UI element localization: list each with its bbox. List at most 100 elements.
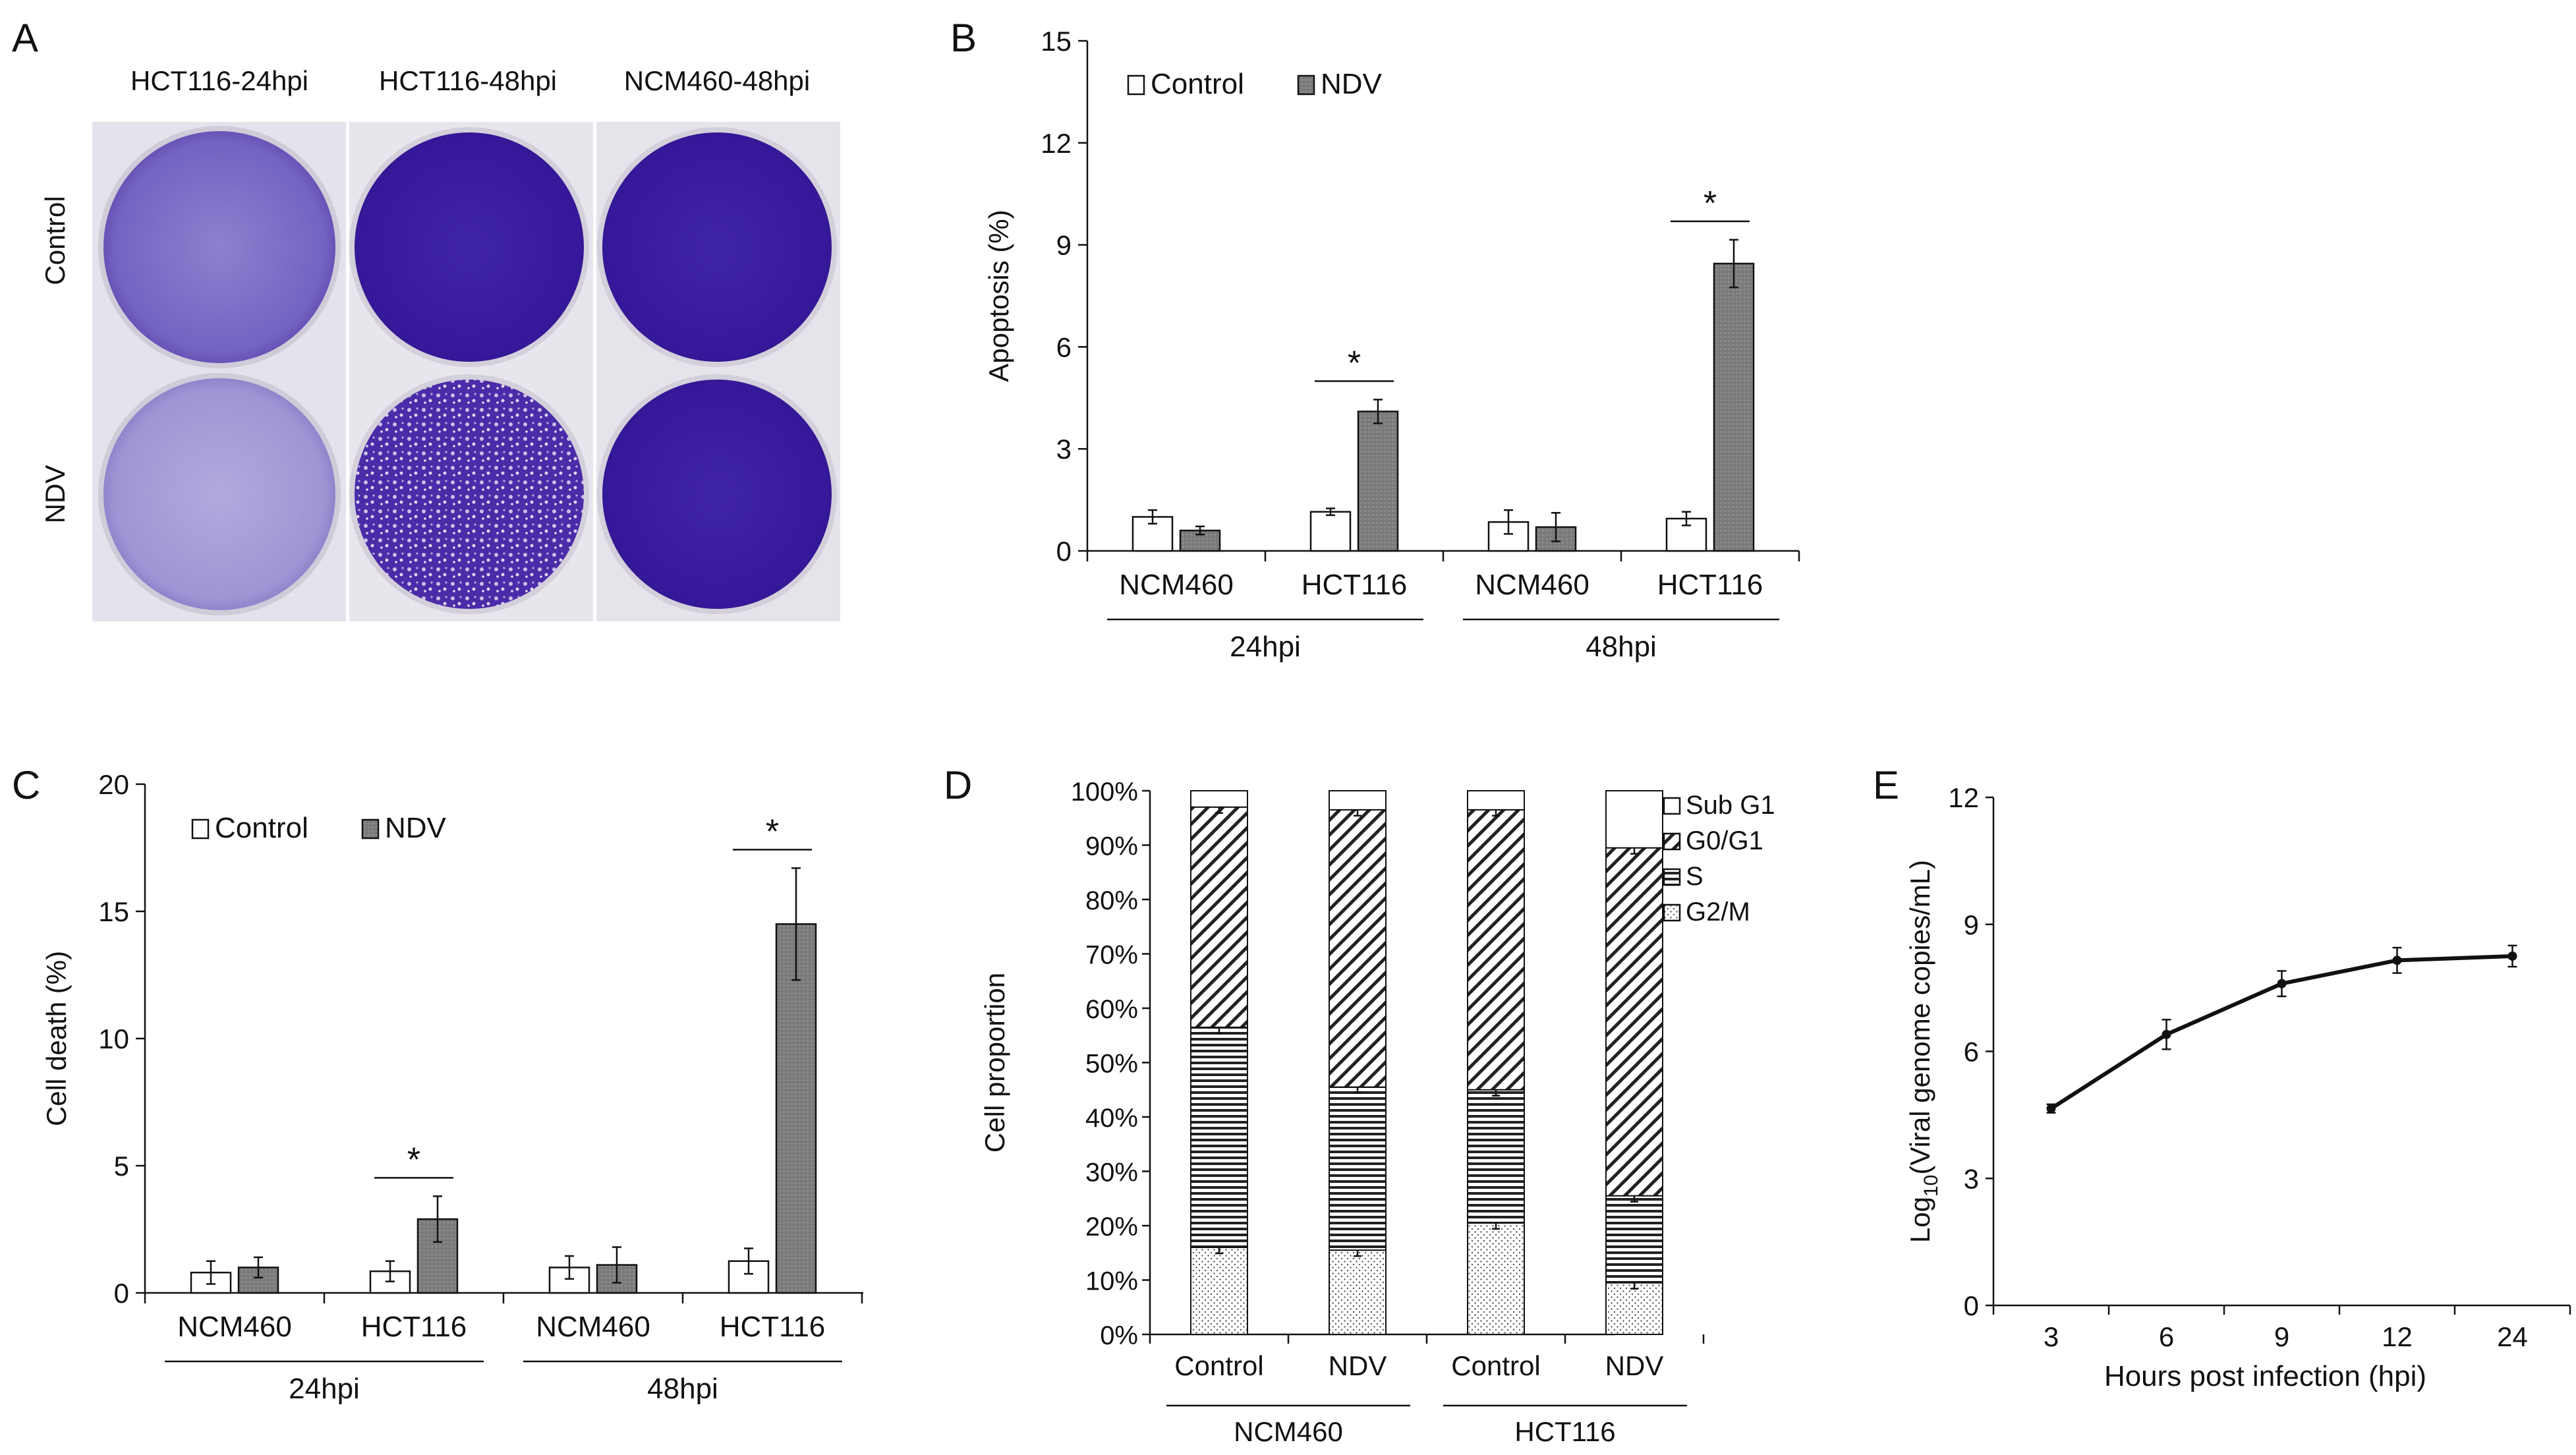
- panel-d: D 0% 10% 20% 30% 40% 50% 60% 70% 80% 90% 100% Cell …: [944, 763, 1775, 1447]
- y-tick-label: 6: [1056, 331, 1072, 362]
- stacked-segment-s: [1329, 1086, 1387, 1251]
- x-axis-label: Hours post infection (hpi): [2104, 1360, 2426, 1392]
- legend-label-g2m: G2/M: [1686, 898, 1750, 927]
- group-label: 48hpi: [1586, 631, 1657, 663]
- y-tick-label: 9: [1964, 909, 1979, 940]
- y-axis-label: Cell proportion: [979, 973, 1010, 1153]
- well-control-hct116-48hpi: [349, 127, 589, 367]
- y-tick-label: 90%: [1085, 832, 1138, 861]
- stacked-segment-g2m: [1329, 1249, 1387, 1335]
- x-tick-label: NDV: [1329, 1350, 1387, 1381]
- x-tick-label: NDV: [1605, 1350, 1664, 1381]
- panel-label-a: A: [12, 16, 38, 60]
- y-tick-label: 100%: [1071, 778, 1138, 807]
- y-tick-label: 0: [114, 1278, 129, 1309]
- legend-swatch-ndv: [361, 818, 380, 840]
- y-tick-label: 50%: [1085, 1050, 1138, 1079]
- stacked-segment-g0g1: [1605, 847, 1663, 1197]
- legend-swatch-g0g1: [1663, 832, 1681, 851]
- y-tick-label: 60%: [1085, 995, 1138, 1024]
- panel-label-c: C: [12, 763, 40, 807]
- y-tick-label: 40%: [1085, 1104, 1138, 1133]
- column-label-hct116-24hpi: HCT116-24hpi: [130, 65, 308, 96]
- stacked-segment-g0g1: [1329, 809, 1387, 1088]
- well-ndv-hct116-48hpi: [349, 374, 589, 614]
- y-tick-label: 10: [98, 1023, 129, 1054]
- panel-label-e: E: [1873, 763, 1899, 807]
- well-ndv-hct116-24hpi: [98, 373, 341, 615]
- stacked-segment-s: [1467, 1089, 1525, 1224]
- y-tick-label: 20: [98, 769, 129, 800]
- x-tick-label: 24: [2497, 1321, 2528, 1352]
- legend-swatch-control: [191, 818, 210, 840]
- y-tick-label: 20%: [1085, 1212, 1138, 1241]
- y-tick-label: 80%: [1085, 886, 1138, 915]
- y-tick-label: 30%: [1085, 1158, 1138, 1187]
- x-tick-label: NCM460: [1119, 569, 1234, 601]
- y-tick-label: 15: [98, 896, 129, 927]
- y-axis-label-rest: (Viral genome copies/mL): [1904, 860, 1935, 1175]
- y-tick-label: 3: [1964, 1163, 1979, 1194]
- x-tick-label: 3: [2044, 1321, 2059, 1352]
- y-axis-label-subscript: 10: [1920, 1175, 1942, 1197]
- legend-label-ndv: NDV: [385, 812, 447, 844]
- x-tick-label: Control: [1174, 1350, 1263, 1381]
- y-tick-label: 70%: [1085, 941, 1138, 970]
- y-tick-label: 3: [1056, 434, 1072, 465]
- stacked-segment-subg1: [1329, 790, 1387, 811]
- x-tick-label: HCT116: [361, 1311, 467, 1343]
- legend-swatch-ndv: [1297, 74, 1315, 96]
- stacked-segment-g2m: [1467, 1222, 1525, 1335]
- panel-c: C 0 5 10 15 20 Cell death (%) NCM460 HCT116 NCM4…: [12, 763, 863, 1405]
- y-tick-label: 10%: [1085, 1267, 1138, 1296]
- column-label-hct116-48hpi: HCT116-48hpi: [379, 65, 557, 96]
- plate-image-hct116-24hpi: [92, 122, 346, 621]
- bar-ndv: [775, 923, 817, 1294]
- y-axis-label: Apoptosis (%): [983, 210, 1014, 382]
- group-label: HCT116: [1514, 1416, 1615, 1447]
- panel-b: B 0 3 6 9 12 15 Apoptosis (%) NCM460 HCT116 NCM46…: [950, 16, 1800, 663]
- legend-label-g0g1: G0/G1: [1686, 826, 1763, 855]
- data-point: [2392, 956, 2402, 965]
- x-tick-label: 6: [2159, 1321, 2174, 1352]
- x-tick-label: NCM460: [1475, 569, 1589, 601]
- panel-a: A HCT116-24hpi HCT116-48hpi NCM460-48hpi…: [12, 16, 840, 621]
- stacked-segment-g2m: [1605, 1282, 1663, 1335]
- stacked-segment-g0g1: [1467, 809, 1525, 1091]
- row-label-control: Control: [40, 196, 71, 285]
- significance-star: *: [407, 1141, 420, 1179]
- x-tick-label: 9: [2274, 1321, 2289, 1352]
- stacked-segment-subg1: [1190, 790, 1248, 808]
- stacked-segment-s: [1190, 1026, 1248, 1248]
- row-label-ndv: NDV: [40, 465, 71, 524]
- x-tick-label: 12: [2382, 1321, 2413, 1352]
- x-tick-label: NCM460: [536, 1311, 650, 1343]
- well-control-hct116-24hpi: [98, 126, 341, 368]
- y-tick-label: 12: [1041, 128, 1072, 159]
- legend-swatch-subg1: [1663, 797, 1681, 815]
- plate-image-ncm460-48hpi: [596, 122, 840, 621]
- group-label: 24hpi: [289, 1373, 360, 1405]
- bar-ndv: [1713, 262, 1755, 552]
- y-tick-label: 9: [1056, 230, 1072, 261]
- stacked-segment-s: [1605, 1195, 1663, 1284]
- y-tick-label: 0: [1964, 1290, 1979, 1321]
- legend-label-control: Control: [215, 812, 308, 844]
- stacked-segment-subg1: [1605, 790, 1663, 849]
- x-tick-label: HCT116: [1657, 569, 1763, 601]
- legend-label-s: S: [1686, 862, 1703, 891]
- panel-e: E 0 3 6 9 12 3 6 9 12 24 Hours post infection (hpi…: [1873, 763, 2571, 1392]
- stacked-segment-g2m: [1190, 1247, 1248, 1335]
- group-label: NCM460: [1234, 1416, 1343, 1447]
- x-tick-label: HCT116: [1302, 569, 1408, 601]
- column-label-ncm460-48hpi: NCM460-48hpi: [624, 65, 810, 96]
- y-axis-label: Log10(Viral genome copies/mL): [1904, 860, 1942, 1243]
- y-tick-label: 6: [1964, 1037, 1979, 1068]
- y-tick-label: 12: [1948, 782, 1979, 813]
- data-point: [2277, 979, 2287, 988]
- y-axis-label-log: Log: [1904, 1197, 1935, 1243]
- significance-star: *: [1703, 185, 1717, 223]
- legend-label-subg1: Sub G1: [1686, 791, 1775, 820]
- group-label: 24hpi: [1230, 631, 1301, 663]
